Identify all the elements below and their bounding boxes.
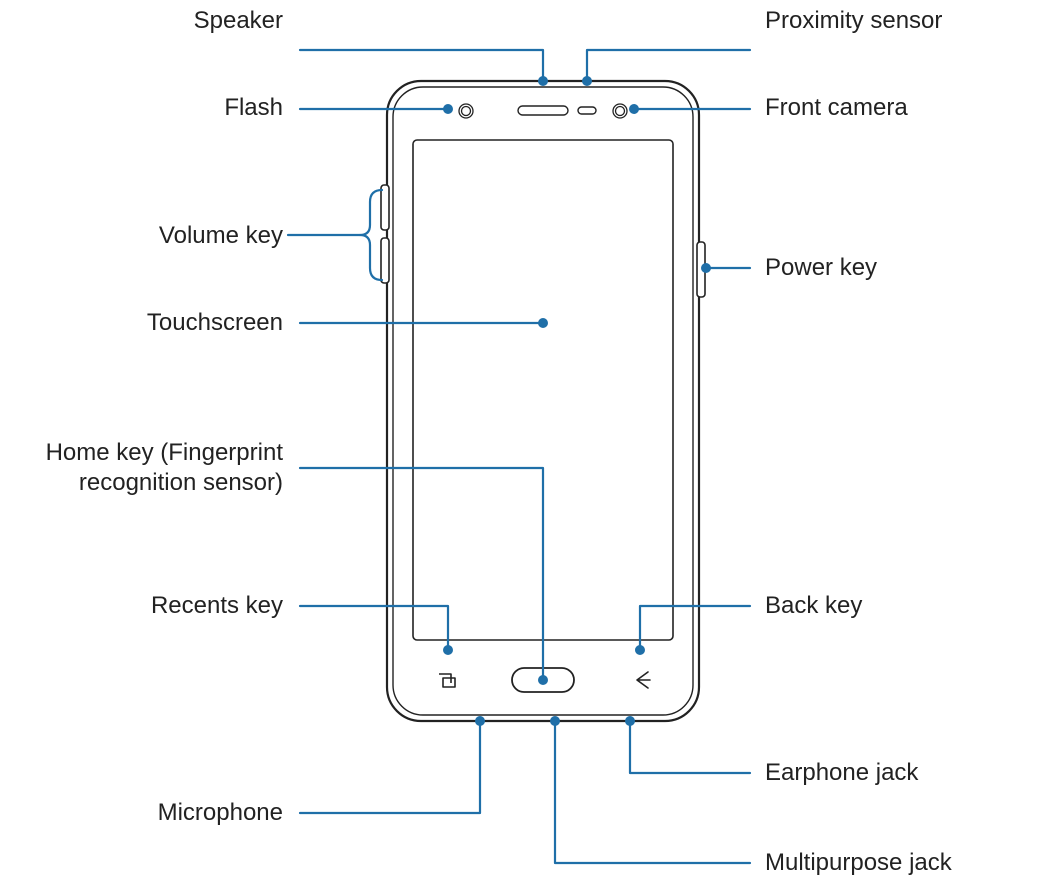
back-key-label: Back key	[765, 592, 862, 619]
recents-key-label: Recents key	[151, 592, 283, 619]
phone-layout-diagram: Flash Front camera Power key Touchscreen Spe…	[0, 0, 1050, 883]
earphone-jack-label: Earphone jack	[765, 759, 919, 786]
speaker-label: Speaker	[194, 7, 283, 34]
front-camera-label: Front camera	[765, 94, 908, 121]
volume-key-label: Volume key	[159, 222, 283, 249]
home-key-label-line1: Home key (Fingerprint	[46, 439, 284, 466]
flash-label: Flash	[224, 94, 283, 121]
touchscreen-label: Touchscreen	[147, 309, 283, 336]
home-key-label-line2: recognition sensor)	[79, 469, 283, 496]
microphone-label: Microphone	[158, 799, 283, 826]
multipurpose-jack-label: Multipurpose jack	[765, 849, 953, 876]
proximity-sensor-label: Proximity sensor	[765, 7, 942, 34]
power-key-label: Power key	[765, 254, 877, 281]
